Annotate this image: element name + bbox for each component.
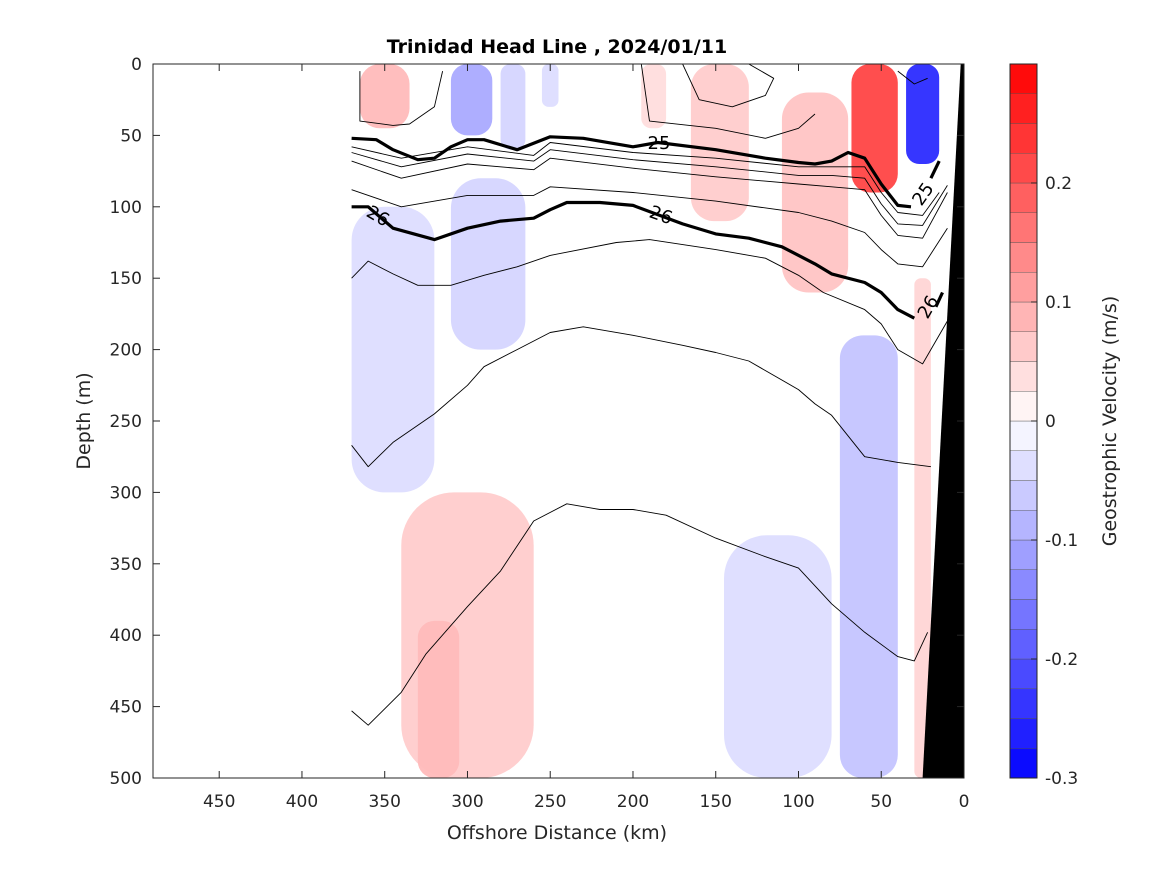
isopycnal-line-12 [640,64,816,139]
velocity-patch-8 [906,64,940,164]
chart-title: Trinidad Head Line , 2024/01/11 [387,36,727,58]
colorbar-bin [1009,301,1038,332]
y-tick-label: 0 [131,55,142,75]
isopycnal-line-13 [682,64,775,108]
colorbar-bin [1009,361,1038,392]
colorbar-tick-label: -0.1 [1045,531,1078,551]
colorbar-bin [1009,391,1038,422]
y-tick-label: 100 [110,198,142,218]
velocity-patch-3 [541,64,559,107]
y-tick-label: 200 [110,341,142,361]
isopycnal-line-5 [351,149,948,226]
isopycnal-line-4 [351,142,940,216]
bathymetry-shape [922,64,964,778]
colorbar-tick-label: -0.2 [1045,650,1078,670]
isopycnal-line-9 [351,326,931,468]
colorbar-bin [1009,450,1038,481]
velocity-patch-13 [724,535,832,778]
plot-area [351,64,964,778]
x-tick-label: 300 [451,792,483,812]
colorbar-bin [1009,748,1038,779]
x-tick-label: 450 [203,792,235,812]
colorbar [1009,63,1038,779]
colorbar-tick-label: -0.3 [1045,769,1078,789]
x-axis: 450 400 350 300 250 200 150 100 50 0 [203,64,969,812]
colorbar-bin [1009,63,1038,94]
y-tick-label: 400 [110,626,142,646]
colorbar-label: Geostrophic Velocity (m/s) [1099,296,1121,546]
x-tick-label: 50 [870,792,892,812]
isopycnal-line-7 [351,186,948,268]
x-tick-label: 100 [782,792,814,812]
colorbar-bin [1009,272,1038,303]
velocity-patch-14 [839,335,898,778]
colorbar-bin [1009,93,1038,124]
velocity-patch-7 [851,64,898,193]
y-tick-label: 450 [110,698,142,718]
isopycnal-line-14 [897,70,928,85]
velocity-patch-15 [914,278,931,778]
contour-label-25: 25 [648,133,671,154]
y-tick-label: 500 [110,769,142,789]
colorbar-tick-label: 0 [1045,412,1056,432]
y-tick-label: 300 [110,483,142,503]
colorbar-bin [1009,242,1038,273]
colorbar-bin [1009,629,1038,660]
bathymetry-mask [922,64,964,778]
velocity-patch-6 [781,92,849,293]
x-tick-label: 350 [368,792,400,812]
x-tick-label: 150 [700,792,732,812]
colorbar-bin [1009,688,1038,719]
velocity-patch-1 [450,64,493,136]
velocity-patch-9 [351,206,435,493]
velocity-patch-4 [641,64,667,129]
isopycnal-line-6 [351,157,948,239]
y-axis: 0 50 100 150 200 250 300 350 400 450 500 [110,55,964,789]
velocity-patch-2 [500,64,526,150]
colorbar-bin [1009,569,1038,600]
colorbar-bin [1009,599,1038,630]
colorbar-bin [1009,182,1038,213]
colorbar-bin [1009,510,1038,541]
y-tick-label: 250 [110,412,142,432]
isopycnal-line-10 [351,503,929,726]
isopycnal-25-5-line-3 [934,291,944,308]
velocity-patch-10 [450,178,526,350]
isopycnal-line-11 [359,70,444,126]
colorbar-bin [1009,123,1038,154]
colorbar-tick-label: 0.2 [1045,174,1072,194]
colorbar-bin [1009,480,1038,511]
velocity-patch-5 [690,64,749,222]
isopycnal-line-8 [351,239,948,365]
y-tick-label: 150 [110,269,142,289]
colorbar-bin [1009,153,1038,184]
colorbar-tick-label: 0.1 [1045,293,1072,313]
x-tick-label: 400 [286,792,318,812]
y-tick-label: 350 [110,555,142,575]
density-contours [351,64,948,726]
x-tick-label: 200 [617,792,649,812]
isopycnal-26-line-1 [351,200,916,320]
y-axis-label: Depth (m) [73,372,95,469]
velocity-patch-0 [359,64,410,129]
colorbar-bin [1009,539,1038,570]
isopycnal-25-line-0 [351,135,912,209]
colorbar-bin [1009,718,1038,749]
x-axis-label: Offshore Distance (km) [447,822,667,844]
velocity-patch-12 [417,620,460,778]
colorbar-bin [1009,331,1038,362]
colorbar-bin [1009,212,1038,243]
isopycnal-25-5-line-2 [929,160,941,179]
x-tick-label: 250 [534,792,566,812]
colorbar-bin [1009,658,1038,689]
x-tick-label: 0 [959,792,970,812]
colorbar-axis: -0.3 -0.2 -0.1 0 0.1 0.2 [1031,174,1078,789]
y-tick-label: 50 [120,126,142,146]
colorbar-bin [1009,420,1038,451]
